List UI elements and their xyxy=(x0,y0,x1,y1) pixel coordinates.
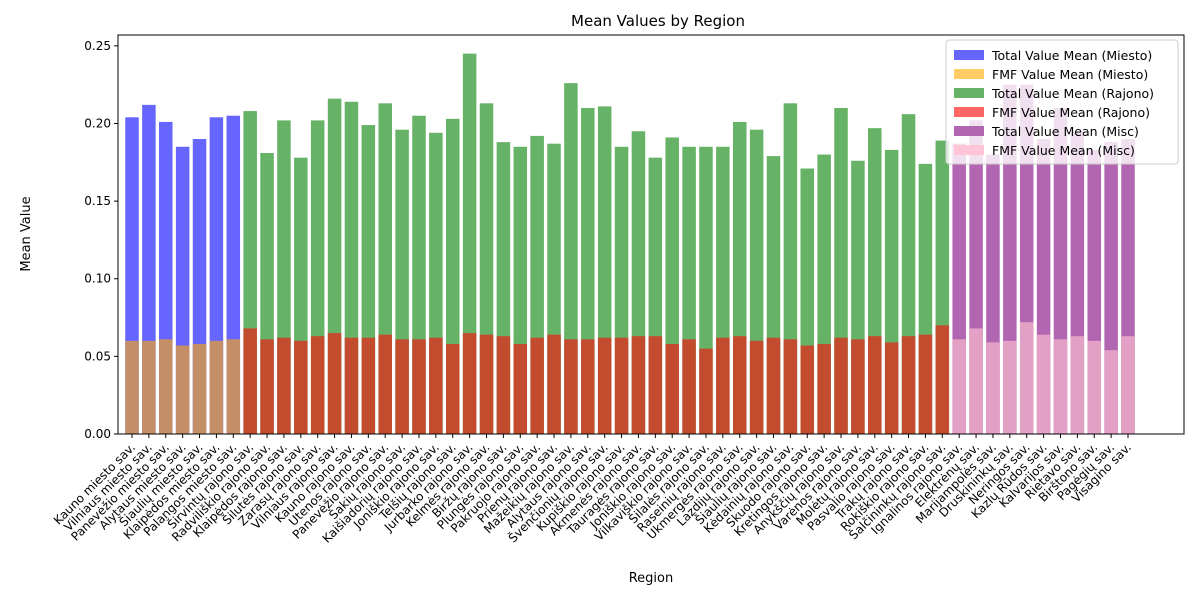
bar-fmf-24 xyxy=(530,337,544,434)
bar-fmf-2 xyxy=(159,339,173,434)
bar-fmf-31 xyxy=(648,336,663,434)
bar-fmf-6 xyxy=(226,339,241,434)
y-axis: 0.00 0.05 0.10 0.15 0.20 0.25 xyxy=(84,39,118,441)
bars-layer xyxy=(125,53,1135,435)
bar-fmf-54 xyxy=(1036,334,1051,434)
bar-fmf-26 xyxy=(564,339,578,434)
bar-fmf-3 xyxy=(175,345,190,434)
y-tick-label-3: 0.15 xyxy=(84,194,111,208)
bar-fmf-7 xyxy=(243,328,257,434)
bar-fmf-41 xyxy=(817,343,831,434)
bar-fmf-28 xyxy=(597,337,612,434)
bar-fmf-50 xyxy=(969,328,983,434)
bar-fmf-47 xyxy=(918,334,933,434)
bar-fmf-58 xyxy=(1104,350,1118,434)
bar-fmf-59 xyxy=(1121,336,1135,434)
bar-fmf-12 xyxy=(327,333,342,434)
bar-fmf-46 xyxy=(901,336,916,434)
bar-fmf-36 xyxy=(732,336,747,434)
bar-fmf-10 xyxy=(294,340,308,434)
legend-swatch-3 xyxy=(954,107,984,117)
bar-fmf-17 xyxy=(412,339,426,434)
y-axis-label: Mean Value xyxy=(19,196,34,271)
legend-swatch-5 xyxy=(954,145,984,155)
bar-fmf-32 xyxy=(665,343,679,434)
bar-fmf-5 xyxy=(209,340,224,434)
bar-fmf-38 xyxy=(766,337,781,434)
legend-label-2: Total Value Mean (Rajono) xyxy=(991,86,1154,101)
legend: Total Value Mean (Miesto) FMF Value Mean … xyxy=(945,39,1179,165)
bar-fmf-20 xyxy=(462,333,477,434)
bar-fmf-30 xyxy=(631,336,646,434)
chart-title: Mean Values by Region xyxy=(571,12,745,30)
bar-fmf-56 xyxy=(1070,336,1085,434)
legend-label-4: Total Value Mean (Misc) xyxy=(991,124,1139,139)
bar-fmf-44 xyxy=(868,336,882,434)
bar-fmf-23 xyxy=(513,343,528,434)
bar-fmf-22 xyxy=(496,336,511,434)
x-axis: Kauno miesto sav.Vilniaus miesto sav.Pan… xyxy=(51,434,1134,546)
bar-fmf-16 xyxy=(395,339,409,434)
y-tick-label-2: 0.10 xyxy=(84,272,111,286)
bar-fmf-14 xyxy=(361,337,376,434)
bar-fmf-52 xyxy=(1003,340,1017,434)
legend-swatch-4 xyxy=(954,126,984,136)
bar-fmf-53 xyxy=(1019,322,1034,434)
bar-fmf-29 xyxy=(614,337,629,434)
bar-fmf-33 xyxy=(682,339,696,434)
y-tick-label-1: 0.05 xyxy=(84,349,111,363)
legend-swatch-1 xyxy=(954,69,984,79)
bar-fmf-43 xyxy=(851,339,865,434)
y-tick-label-5: 0.25 xyxy=(84,39,111,53)
bar-fmf-15 xyxy=(378,334,392,434)
bar-fmf-13 xyxy=(344,337,359,434)
bar-fmf-27 xyxy=(581,339,595,434)
bar-fmf-1 xyxy=(142,340,156,434)
x-axis-label: Region xyxy=(629,571,674,586)
bar-fmf-35 xyxy=(716,337,730,434)
bar-fmf-21 xyxy=(479,334,494,434)
bar-fmf-45 xyxy=(884,342,899,434)
legend-label-1: FMF Value Mean (Miesto) xyxy=(992,67,1148,82)
bar-fmf-51 xyxy=(986,342,1000,434)
bar-fmf-0 xyxy=(125,340,139,434)
legend-label-0: Total Value Mean (Miesto) xyxy=(991,48,1152,63)
plot-frame xyxy=(117,34,1185,435)
bar-fmf-19 xyxy=(445,343,460,434)
bar-fmf-49 xyxy=(952,339,966,434)
legend-frame xyxy=(945,39,1179,165)
legend-label-5: FMF Value Mean (Misc) xyxy=(992,143,1135,158)
bar-fmf-42 xyxy=(834,337,848,434)
y-tick-label-0: 0.00 xyxy=(84,427,111,441)
bar-fmf-18 xyxy=(429,337,443,434)
bar-fmf-39 xyxy=(783,339,798,434)
bar-fmf-25 xyxy=(547,334,561,434)
bar-fmf-4 xyxy=(192,343,207,434)
bar-fmf-55 xyxy=(1053,339,1068,434)
legend-swatch-0 xyxy=(954,50,984,60)
y-tick-label-4: 0.20 xyxy=(84,116,111,130)
bar-fmf-37 xyxy=(749,340,764,434)
bar-fmf-48 xyxy=(935,325,950,434)
bar-fmf-9 xyxy=(277,337,291,434)
bar-fmf-40 xyxy=(800,345,815,434)
legend-label-3: FMF Value Mean (Rajono) xyxy=(992,105,1150,120)
bar-fmf-34 xyxy=(699,348,713,434)
legend-swatch-2 xyxy=(954,88,984,98)
bar-fmf-11 xyxy=(310,336,325,434)
bar-fmf-8 xyxy=(260,339,274,434)
bar-fmf-57 xyxy=(1087,340,1101,434)
